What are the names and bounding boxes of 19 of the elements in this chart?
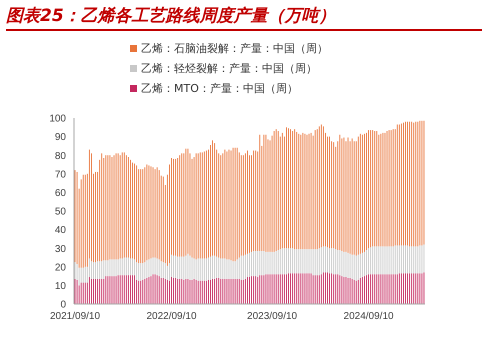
legend-label: 乙烯：轻烃裂解：产量：中国（周） [141, 60, 317, 76]
chart-title: 图表25：乙烯各工艺路线周度产量（万吨） [6, 4, 482, 31]
x-tick-label: 2021/09/10 [50, 311, 100, 322]
y-tick-label: 30 [54, 244, 66, 255]
y-tick-label: 80 [54, 150, 66, 162]
y-tick-label: 100 [49, 114, 66, 125]
y-tick-label: 40 [54, 225, 66, 236]
y-tick-label: 20 [54, 262, 66, 274]
x-tick-label: 2023/09/10 [247, 311, 298, 322]
legend-label: 乙烯：石脑油裂解：产量：中国（周） [141, 40, 328, 56]
x-tick-label: 2024/09/10 [344, 311, 394, 322]
y-tick-label: 70 [54, 169, 66, 180]
legend-label: 乙烯：MTO：产量：中国（周） [141, 80, 298, 96]
y-tick-label: 10 [54, 280, 66, 292]
y-tick-label: 90 [54, 132, 66, 144]
y-tick-label: 60 [54, 188, 66, 199]
y-tick-label: 50 [54, 206, 66, 218]
x-tick-label: 2022/09/10 [146, 311, 197, 322]
y-tick-label: 0 [60, 300, 66, 311]
